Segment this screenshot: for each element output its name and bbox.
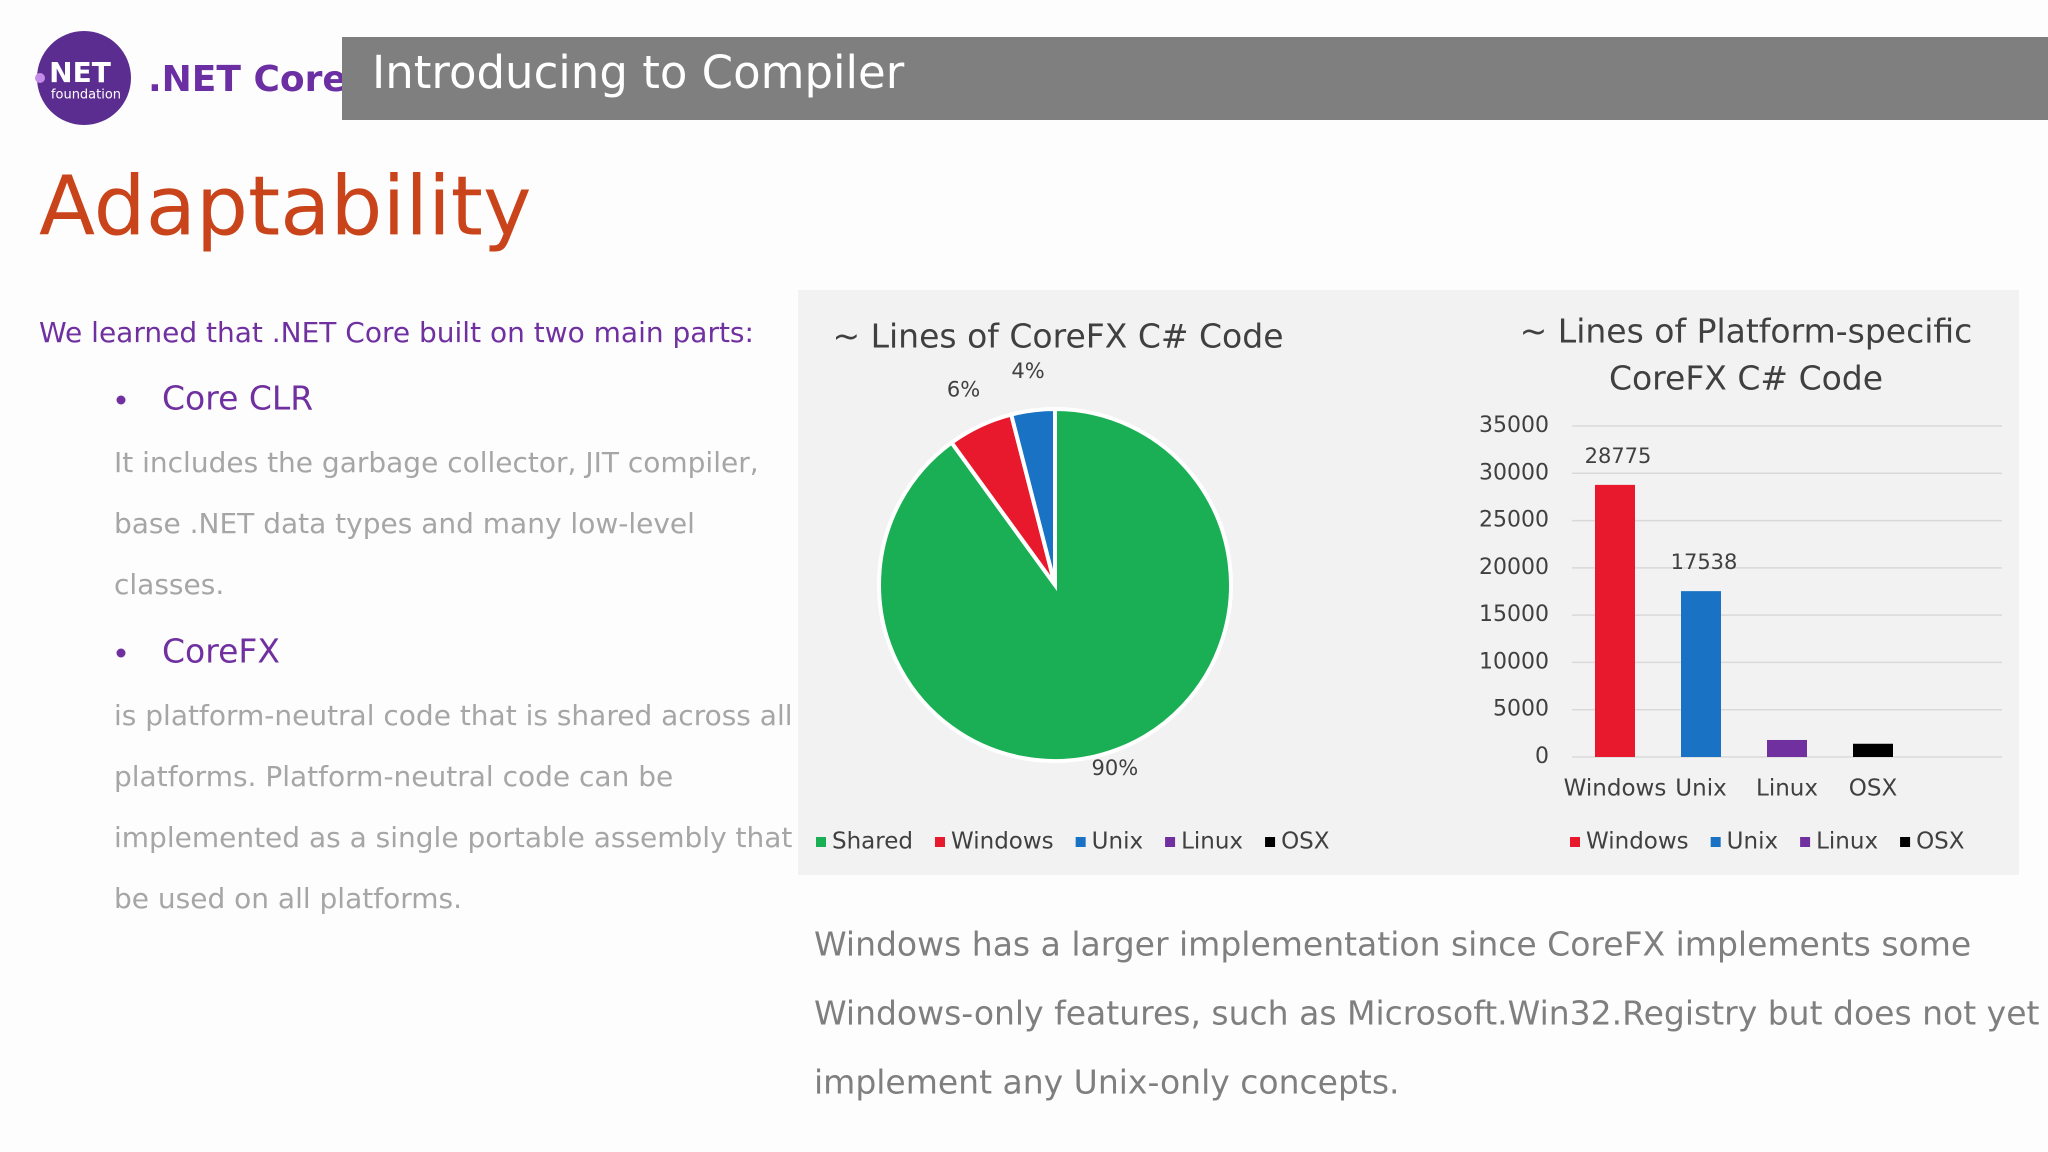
legend-swatch bbox=[1900, 837, 1911, 847]
x-tick-label: Windows bbox=[1564, 776, 1667, 802]
bar bbox=[1767, 739, 1807, 757]
x-tick-label: OSX bbox=[1849, 776, 1898, 802]
legend-swatch bbox=[1800, 837, 1811, 847]
legend-label: Shared bbox=[832, 829, 913, 855]
pie-slice bbox=[877, 406, 1233, 763]
data-label: 90% bbox=[1091, 756, 1138, 780]
logo-dot bbox=[35, 73, 45, 83]
intro: We learned that .NET Core built on two m… bbox=[39, 316, 754, 349]
logo-circle bbox=[37, 31, 131, 125]
bullet-text: It includes the garbage collector, JIT c… bbox=[114, 446, 759, 479]
logo-mark: NET bbox=[49, 56, 111, 89]
bullet-text: classes. bbox=[114, 568, 224, 601]
bullet-title: CoreFX bbox=[162, 632, 280, 671]
legend-swatch bbox=[1165, 837, 1176, 847]
legend-label: Linux bbox=[1181, 829, 1243, 855]
bullet-text: be used on all platforms. bbox=[114, 882, 462, 915]
y-tick-label: 10000 bbox=[1479, 649, 1549, 674]
charts: ~ Lines of CoreFX C# Code 90% 6% 4% Shared Wi… bbox=[816, 312, 2002, 855]
legend-label: Windows bbox=[951, 829, 1054, 855]
y-tick-label: 20000 bbox=[1479, 555, 1549, 580]
data-label: 28775 bbox=[1585, 444, 1652, 468]
y-tick-label: 35000 bbox=[1479, 413, 1549, 438]
x-tick-label: Linux bbox=[1756, 776, 1818, 802]
bullet-list: Core CLR It includes the garbage collect… bbox=[114, 379, 793, 916]
note-line: Windows has a larger implementation sinc… bbox=[814, 925, 1971, 964]
bullet-dot bbox=[116, 395, 126, 405]
note-line: Windows-only features, such as Microsoft… bbox=[814, 994, 2039, 1033]
y-tick-label: 15000 bbox=[1479, 602, 1549, 627]
chart-title: ~ Lines of CoreFX C# Code bbox=[832, 317, 1283, 356]
bullet-text: implemented as a single portable assembl… bbox=[114, 821, 792, 854]
header-bar bbox=[342, 37, 2048, 120]
legend-label: Unix bbox=[1727, 829, 1778, 855]
y-tick-label: 25000 bbox=[1479, 508, 1549, 533]
bar bbox=[1595, 484, 1635, 757]
chart-title: ~ Lines of Platform-specific bbox=[1520, 312, 1973, 351]
heading: Adaptability bbox=[39, 159, 531, 254]
data-label: 17538 bbox=[1671, 550, 1738, 574]
bullet-title: Core CLR bbox=[162, 379, 313, 418]
logo-sub: foundation bbox=[51, 88, 121, 103]
y-tick-label: 30000 bbox=[1479, 460, 1549, 485]
legend-label: Unix bbox=[1092, 829, 1143, 855]
note: Windows has a larger implementation sinc… bbox=[814, 925, 2039, 1102]
bar bbox=[1681, 591, 1721, 757]
data-label: 4% bbox=[1011, 359, 1044, 383]
legend-swatch bbox=[1265, 837, 1276, 847]
chart-title: CoreFX C# Code bbox=[1609, 359, 1883, 398]
legend-swatch bbox=[1710, 837, 1721, 847]
header-title: Introducing to Compiler bbox=[372, 46, 905, 99]
brand: .NET Core bbox=[148, 59, 347, 100]
x-tick-label: Unix bbox=[1675, 776, 1726, 802]
note-line: implement any Unix-only concepts. bbox=[814, 1063, 1400, 1102]
legend-swatch bbox=[1570, 837, 1580, 847]
legend-label: Linux bbox=[1816, 829, 1878, 855]
bullet-dot bbox=[116, 648, 126, 658]
bullet-text: base .NET data types and many low-level bbox=[114, 507, 695, 540]
data-label: 6% bbox=[947, 378, 980, 402]
legend-swatch bbox=[816, 837, 826, 847]
legend-swatch bbox=[934, 837, 945, 847]
y-tick-label: 5000 bbox=[1493, 697, 1549, 722]
legend-label: OSX bbox=[1916, 829, 1965, 855]
bar bbox=[1853, 743, 1893, 757]
legend-swatch bbox=[1075, 837, 1086, 847]
bullet-text: is platform-neutral code that is shared … bbox=[114, 699, 793, 732]
legend-label: Windows bbox=[1586, 829, 1689, 855]
y-tick-label: 0 bbox=[1535, 744, 1549, 769]
bullet-text: platforms. Platform-neutral code can be bbox=[114, 760, 673, 793]
legend-label: OSX bbox=[1281, 829, 1330, 855]
